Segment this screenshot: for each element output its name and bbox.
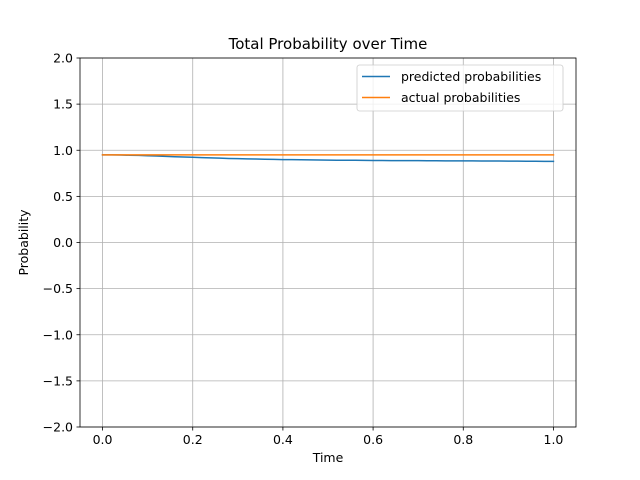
legend-label: predicted probabilities [401, 69, 541, 84]
chart-title: Total Probability over Time [228, 35, 428, 53]
x-tick-label: 1.0 [544, 432, 564, 447]
y-tick-label: −1.0 [43, 327, 73, 342]
series-line-predicted [101, 154, 555, 163]
y-tick-label: −2.0 [43, 420, 73, 435]
x-tick-label: 0.8 [453, 432, 473, 447]
legend-label: actual probabilities [401, 90, 520, 105]
y-axis-label: Probability [16, 209, 31, 276]
y-tick-label: −1.5 [43, 373, 73, 388]
series-layer [101, 154, 555, 163]
y-tick-label: 0.0 [53, 235, 73, 250]
y-tick-label: 1.5 [53, 97, 73, 112]
x-axis-label: Time [312, 450, 344, 465]
x-tick-label: 0.6 [363, 432, 383, 447]
x-tick-label: 0.4 [273, 432, 293, 447]
x-tick-label: 0.2 [183, 432, 203, 447]
ticks: 0.0 0.2 0.4 0.6 0.8 1.0 −2.0 −1.5 −1.0 −0.5 0.0 0.5… [43, 51, 564, 448]
y-tick-label: 2.0 [53, 51, 73, 66]
y-tick-label: 0.5 [53, 189, 73, 204]
x-tick-label: 0.0 [93, 432, 113, 447]
legend: predicted probabilities actual probabilit… [356, 64, 564, 112]
y-tick-label: −0.5 [43, 281, 73, 296]
legend-box [356, 64, 564, 112]
y-tick-label: 1.0 [53, 143, 73, 158]
